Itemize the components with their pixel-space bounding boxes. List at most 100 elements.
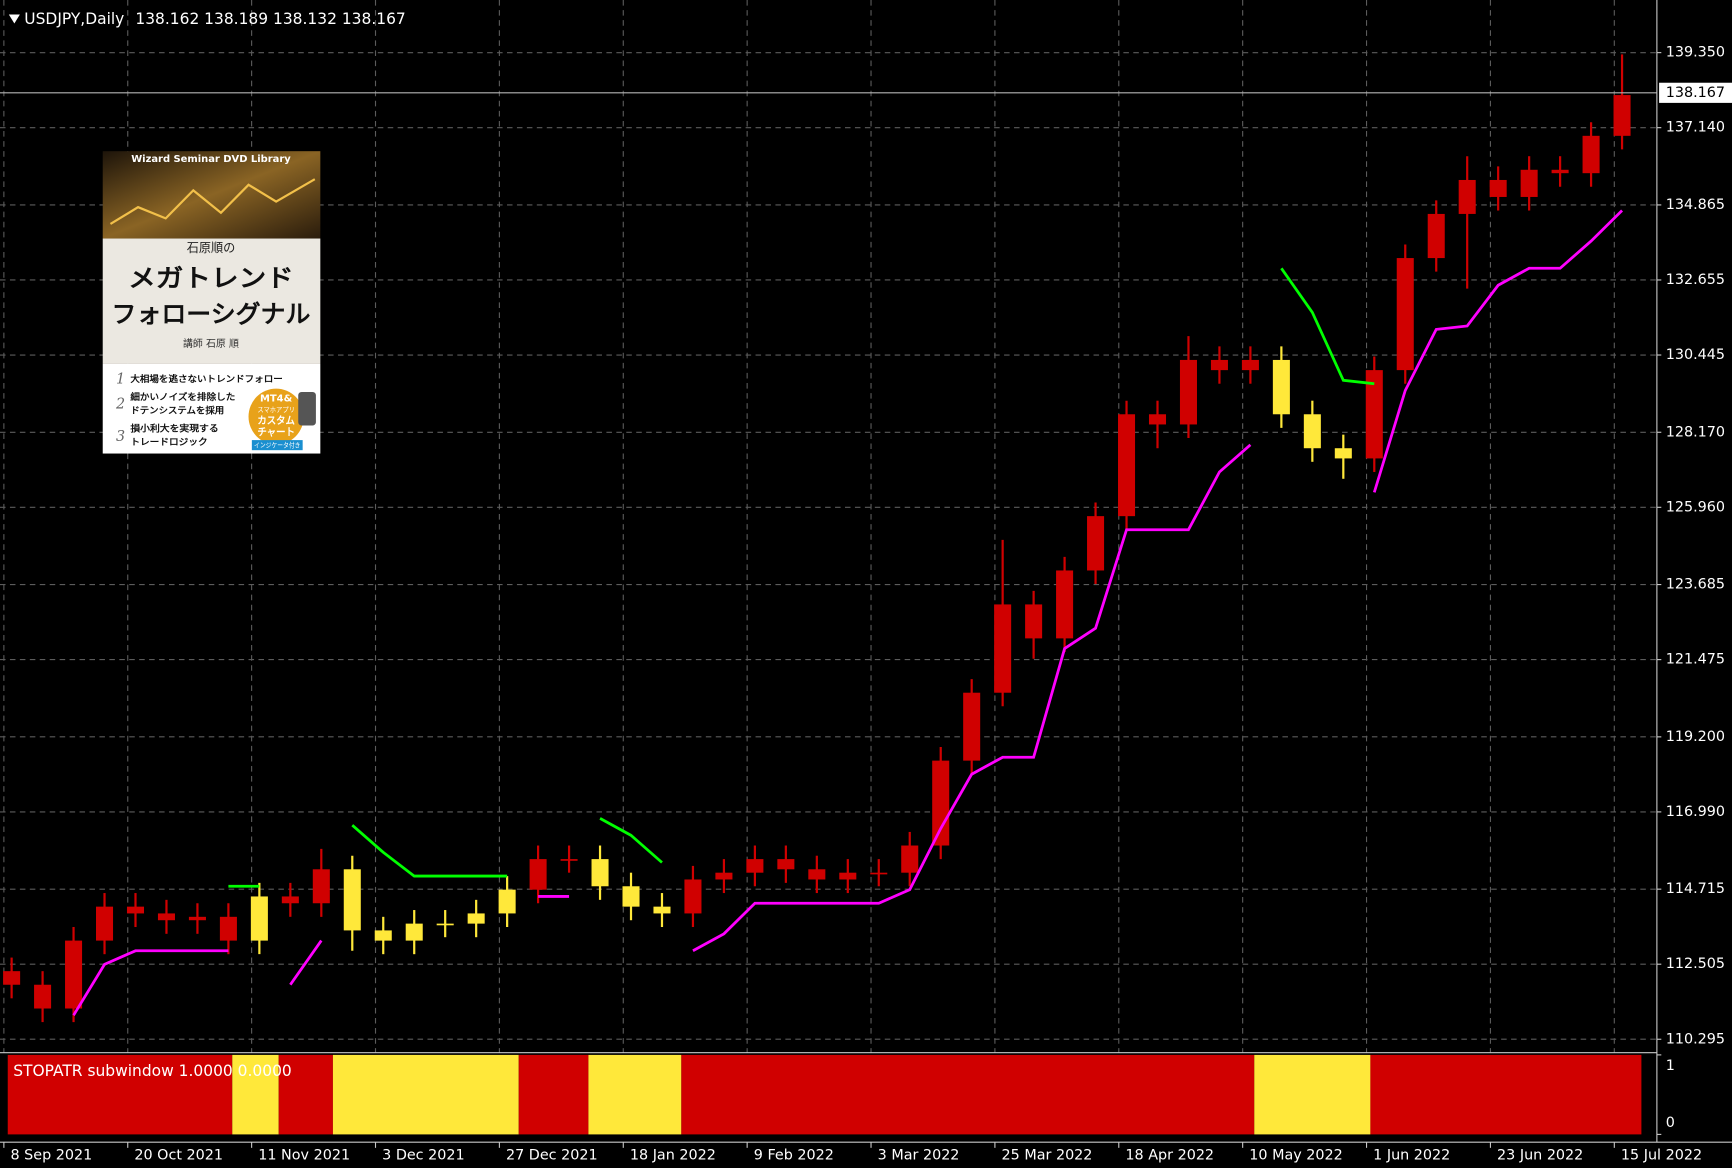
candle-body <box>1304 414 1321 448</box>
point-text: 細かいノイズを排除した <box>130 391 235 403</box>
header: USDJPY,Daily 138.162 138.189 138.132 138.… <box>9 9 406 27</box>
y-tick-label: 119.200 <box>1666 729 1725 745</box>
x-tick-label: 27 Dec 2021 <box>506 1148 598 1164</box>
point-text: 大相場を逃さないトレンドフォロー <box>130 373 283 385</box>
badge-text: スマホアプリ <box>257 406 295 414</box>
y-tick-label: 112.505 <box>1666 956 1725 972</box>
x-tick-label: 3 Mar 2022 <box>878 1148 960 1164</box>
candle-body <box>1118 414 1135 516</box>
x-tick-label: 18 Apr 2022 <box>1125 1148 1214 1164</box>
badge-text: MT4& <box>260 394 293 405</box>
symbol: USDJPY,Daily <box>24 9 124 27</box>
y-tick-label: 130.445 <box>1666 347 1725 363</box>
sub-y-tick-label: 0 <box>1666 1115 1675 1131</box>
candle-body <box>1614 95 1631 136</box>
cover-author: 石原順の <box>187 241 236 255</box>
x-tick-label: 8 Sep 2021 <box>10 1148 92 1164</box>
cover-title: メガトレンド <box>128 263 294 292</box>
candle-body <box>932 761 949 846</box>
candle-body <box>1552 170 1569 173</box>
candle-body <box>592 859 609 886</box>
candle-body <box>1428 214 1445 258</box>
candle-body <box>344 869 361 930</box>
candle-body <box>1087 516 1104 570</box>
point-number: 2 <box>115 396 125 412</box>
candle-body <box>437 924 454 926</box>
candle-body <box>1583 136 1600 173</box>
signal-bar <box>519 1055 589 1135</box>
candle-body <box>1149 414 1166 424</box>
badge-text: インジケータ付き <box>254 441 300 450</box>
candle-body <box>251 896 268 940</box>
candle-body <box>1490 180 1507 197</box>
y-tick-label: 128.170 <box>1666 424 1725 440</box>
point-text: ドテンシステムを採用 <box>130 404 224 416</box>
candle-body <box>777 859 794 869</box>
y-tick-label: 121.475 <box>1666 652 1725 668</box>
x-tick-label: 9 Feb 2022 <box>754 1148 834 1164</box>
candle-body <box>1025 604 1042 638</box>
candle-body <box>375 930 392 940</box>
header-text: USDJPY,Daily 138.162 138.189 138.132 138.… <box>24 9 405 27</box>
x-tick-label: 10 May 2022 <box>1249 1148 1342 1164</box>
sub-y-tick-label: 1 <box>1666 1058 1675 1074</box>
y-tick-label: 134.865 <box>1666 197 1725 213</box>
point-text: トレードロジック <box>130 437 207 448</box>
candle-body <box>746 859 763 873</box>
signal-bar <box>1370 1055 1641 1135</box>
candle-body <box>1521 170 1538 197</box>
candle-body <box>3 971 20 985</box>
ad-cover: Wizard Seminar DVD Library 石原順の メガトレンド フ… <box>103 151 321 453</box>
candle-body <box>499 890 516 914</box>
candle-body <box>870 873 887 875</box>
candle-body <box>622 886 639 906</box>
candle-body <box>158 913 175 920</box>
y-tick-label: 125.960 <box>1666 499 1725 515</box>
candle-body <box>1397 258 1414 370</box>
candle-body <box>1180 360 1197 425</box>
candle-body <box>530 859 547 890</box>
candle-body <box>1335 448 1352 458</box>
y-tick-label: 139.350 <box>1666 45 1725 61</box>
candle-body <box>313 869 330 903</box>
candle-body <box>65 941 82 1009</box>
x-tick-label: 18 Jan 2022 <box>630 1148 716 1164</box>
candle-body <box>994 604 1011 692</box>
ohlc: 138.162 138.189 138.132 138.167 <box>135 9 405 27</box>
signal-bar <box>681 1055 1254 1135</box>
y-tick-label: 116.990 <box>1666 804 1725 820</box>
badge-text: カスタム <box>257 415 295 427</box>
y-tick-label: 123.685 <box>1666 577 1725 593</box>
x-tick-label: 25 Mar 2022 <box>1002 1148 1093 1164</box>
y-tick-label: 114.715 <box>1666 881 1725 897</box>
candle-body <box>808 869 825 879</box>
candle-body <box>34 985 51 1009</box>
candle-body <box>282 896 299 903</box>
candle-body <box>901 846 918 873</box>
y-tick-label: 110.295 <box>1666 1031 1725 1047</box>
candle-body <box>1242 360 1259 370</box>
subwindow-title: STOPATR subwindow 1.0000 0.0000 <box>13 1062 291 1080</box>
phone-icon <box>298 392 316 426</box>
signal-bar <box>333 1055 519 1135</box>
last-price-label: 138.167 <box>1666 85 1725 101</box>
candle-body <box>1056 570 1073 638</box>
point-number: 1 <box>116 372 125 388</box>
candle-body <box>406 924 423 941</box>
point-number: 3 <box>116 429 125 445</box>
y-tick-label: 132.655 <box>1666 272 1725 288</box>
candle-body <box>468 913 485 923</box>
x-tick-label: 23 Jun 2022 <box>1497 1148 1583 1164</box>
signal-bar <box>1254 1055 1370 1135</box>
candle-body <box>96 907 113 941</box>
candle-body <box>1211 360 1228 370</box>
chart-window: Wizard Seminar DVD Library 石原順の メガトレンド フ… <box>0 0 1732 1168</box>
y-tick-label: 137.140 <box>1666 120 1725 136</box>
point-text: 損小利大を実現する <box>129 422 218 434</box>
candle-body <box>189 917 206 920</box>
candle-body <box>653 907 670 914</box>
candle-body <box>220 917 237 941</box>
candle-body <box>963 693 980 761</box>
cover-lecturer: 講師 石原 順 <box>183 337 239 350</box>
candle-body <box>1459 180 1476 214</box>
